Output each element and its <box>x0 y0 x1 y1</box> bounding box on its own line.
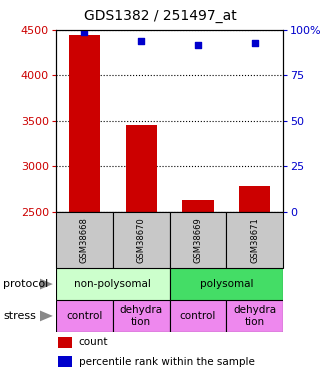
Bar <box>125 124 157 212</box>
Text: GSM38668: GSM38668 <box>80 217 89 263</box>
Text: non-polysomal: non-polysomal <box>74 279 151 289</box>
Bar <box>227 300 283 332</box>
Bar <box>113 212 170 268</box>
Polygon shape <box>40 310 53 321</box>
Text: dehydra
tion: dehydra tion <box>233 305 276 327</box>
Point <box>252 40 257 46</box>
Text: control: control <box>66 311 103 321</box>
Text: GSM38671: GSM38671 <box>250 217 259 263</box>
Text: GDS1382 / 251497_at: GDS1382 / 251497_at <box>84 9 236 23</box>
Text: stress: stress <box>3 311 36 321</box>
Bar <box>170 300 227 332</box>
Bar <box>69 34 100 212</box>
Bar <box>56 268 170 300</box>
Bar <box>239 186 270 212</box>
Bar <box>56 300 113 332</box>
Point <box>82 29 87 35</box>
Point <box>196 42 201 48</box>
Bar <box>113 300 170 332</box>
Bar <box>58 337 72 348</box>
Bar <box>227 212 283 268</box>
Bar <box>170 268 283 300</box>
Text: protocol: protocol <box>3 279 48 289</box>
Text: count: count <box>79 337 108 347</box>
Bar <box>170 212 227 268</box>
Polygon shape <box>40 279 53 290</box>
Bar <box>58 356 72 368</box>
Text: dehydra
tion: dehydra tion <box>120 305 163 327</box>
Bar <box>182 200 214 212</box>
Text: GSM38670: GSM38670 <box>137 217 146 263</box>
Text: percentile rank within the sample: percentile rank within the sample <box>79 357 255 367</box>
Point <box>139 38 144 44</box>
Text: control: control <box>180 311 216 321</box>
Text: polysomal: polysomal <box>200 279 253 289</box>
Bar <box>56 212 113 268</box>
Text: GSM38669: GSM38669 <box>194 217 203 263</box>
